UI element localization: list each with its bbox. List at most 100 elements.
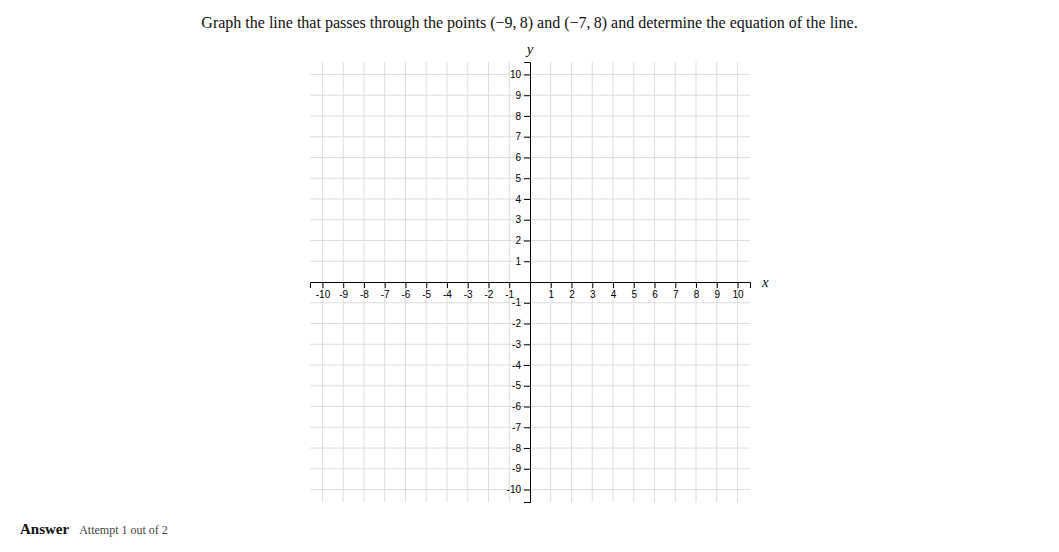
x-tick: 4 — [611, 282, 617, 300]
y-tick-label: -9 — [512, 463, 521, 474]
x-tick: 1 — [548, 282, 554, 300]
y-tick-label: -10 — [507, 484, 522, 495]
x-tick: 5 — [631, 282, 637, 300]
x-tick-label: -9 — [339, 289, 348, 300]
x-tick-label: -7 — [381, 289, 390, 300]
y-tick: 8 — [515, 111, 530, 122]
y-tick: -8 — [512, 443, 530, 454]
y-tick: 1 — [515, 256, 530, 267]
x-tick: -3 — [464, 282, 473, 300]
x-tick-label: 6 — [652, 289, 658, 300]
x-tick: -9 — [339, 282, 348, 300]
y-tick: 3 — [515, 214, 530, 225]
y-tick-mark — [524, 199, 530, 200]
annotation: Attempt 1 out of 2 — [79, 523, 168, 537]
y-tick-mark — [524, 427, 530, 428]
x-tick-mark — [426, 282, 427, 288]
x-tick: -5 — [422, 282, 431, 300]
x-tick: 3 — [590, 282, 596, 300]
x-tick-mark — [675, 282, 676, 288]
y-tick: 10 — [510, 69, 530, 80]
y-tick-label: 8 — [515, 111, 521, 122]
y-tick-label: -7 — [512, 422, 521, 433]
y-axis-line — [524, 63, 531, 503]
y-tick-mark — [524, 137, 530, 138]
x-tick-mark — [385, 282, 386, 288]
y-tick: -9 — [512, 463, 530, 474]
x-tick-mark — [468, 282, 469, 288]
x-tick-label: 4 — [611, 289, 617, 300]
y-tick-mark — [524, 324, 530, 325]
x-tick-mark — [717, 282, 718, 288]
x-tick-label: -2 — [485, 289, 494, 300]
y-tick-mark — [524, 220, 530, 221]
x-tick-mark — [551, 282, 552, 288]
x-tick-mark — [592, 282, 593, 288]
y-tick-mark — [524, 386, 530, 387]
y-tick: -5 — [512, 380, 530, 391]
y-tick-label: 6 — [515, 152, 521, 163]
y-tick: -7 — [512, 422, 530, 433]
x-tick-label: 8 — [694, 289, 700, 300]
x-tick: 6 — [652, 282, 658, 300]
chart: Graph the line that passes through the p… — [0, 0, 1059, 552]
y-tick-label: 7 — [515, 131, 521, 142]
y-tick: 9 — [515, 90, 530, 101]
y-tick: -1 — [512, 297, 530, 308]
y-tick-mark — [524, 303, 530, 304]
y-tick-label: 4 — [515, 194, 521, 205]
x-tick-label: 2 — [569, 289, 575, 300]
y-tick-mark — [524, 261, 530, 262]
x-tick: -8 — [360, 282, 369, 300]
y-tick-mark — [524, 469, 530, 470]
y-tick-label: -2 — [512, 318, 521, 329]
x-tick: 7 — [673, 282, 679, 300]
x-tick-label: -4 — [443, 289, 452, 300]
x-tick-label: -3 — [464, 289, 473, 300]
y-tick-label: 2 — [515, 235, 521, 246]
y-tick-label: 10 — [510, 69, 522, 80]
x-tick: -2 — [485, 282, 494, 300]
x-tick-label: 9 — [715, 289, 721, 300]
x-tick-mark — [322, 282, 323, 288]
y-tick-label: 3 — [515, 214, 521, 225]
y-axis-label: y — [525, 41, 534, 57]
x-tick-mark — [613, 282, 614, 288]
y-tick-mark — [524, 157, 530, 158]
x-tick: 10 — [732, 282, 744, 300]
y-tick-mark — [524, 178, 530, 179]
y-tick: 6 — [515, 152, 530, 163]
x-tick-mark — [696, 282, 697, 288]
x-tick-label: 1 — [548, 289, 554, 300]
y-tick-label: 9 — [515, 90, 521, 101]
annotation: Answer — [20, 521, 70, 537]
x-axis-label: x — [761, 274, 769, 290]
y-tick-mark — [524, 344, 530, 345]
y-tick-mark — [524, 240, 530, 241]
y-tick-label: 5 — [515, 173, 521, 184]
y-tick: -2 — [512, 318, 530, 329]
x-tick-label: -8 — [360, 289, 369, 300]
x-tick-label: 3 — [590, 289, 596, 300]
y-tick-mark — [524, 95, 530, 96]
y-tick-label: -4 — [512, 360, 521, 371]
x-tick-label: 7 — [673, 289, 679, 300]
y-tick: 2 — [515, 235, 530, 246]
x-tick-label: 5 — [631, 289, 637, 300]
x-tick: -7 — [381, 282, 390, 300]
x-tick-label: -5 — [422, 289, 431, 300]
x-tick: 8 — [694, 282, 700, 300]
y-tick-mark — [524, 116, 530, 117]
y-tick-mark — [524, 365, 530, 366]
x-tick: -10 — [316, 282, 331, 300]
y-tick-mark — [524, 407, 530, 408]
x-tick: -6 — [402, 282, 411, 300]
y-tick-label: -6 — [512, 401, 521, 412]
x-tick-mark — [405, 282, 406, 288]
y-tick-label: -8 — [512, 443, 521, 454]
x-tick-mark — [655, 282, 656, 288]
x-tick-mark — [634, 282, 635, 288]
y-tick: -6 — [512, 401, 530, 412]
y-tick-label: -3 — [512, 339, 521, 350]
x-tick: 9 — [715, 282, 721, 300]
